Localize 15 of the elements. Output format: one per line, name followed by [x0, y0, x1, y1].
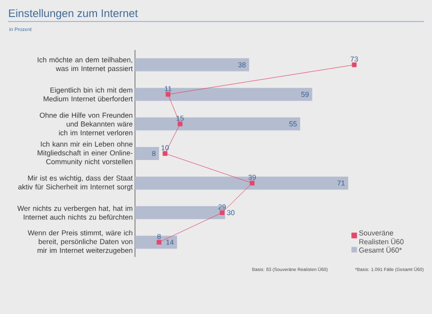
point	[220, 210, 224, 215]
chart-title: Einstellungen zum Internet	[9, 9, 138, 20]
point	[352, 62, 357, 68]
point	[178, 122, 182, 126]
point	[250, 180, 254, 186]
bar	[135, 206, 226, 220]
bar	[135, 236, 178, 249]
bar	[135, 176, 348, 190]
point	[156, 240, 162, 245]
bar	[135, 58, 250, 72]
point	[162, 151, 168, 156]
bar	[135, 88, 312, 101]
bar	[135, 147, 160, 160]
point	[166, 92, 170, 97]
bar	[135, 117, 300, 130]
